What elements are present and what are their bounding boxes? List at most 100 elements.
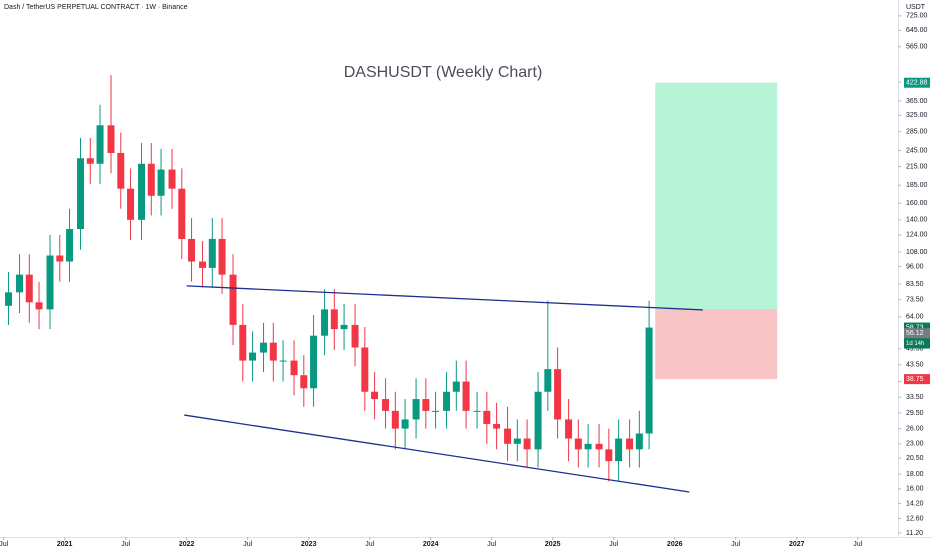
candle-body <box>645 327 653 434</box>
y-tick-label: 565.00 <box>906 44 928 51</box>
price-tag-label: 422.88 <box>906 80 928 87</box>
y-tick-label: 725.00 <box>906 13 928 20</box>
y-tick-label: 43.50 <box>906 362 924 369</box>
candle-body <box>178 188 186 239</box>
candle-body <box>300 375 308 389</box>
symbol-header: Dash / TetherUS PERPETUAL CONTRACT · 1W … <box>4 4 188 11</box>
y-tick-label: 33.50 <box>906 394 924 401</box>
candle-body <box>147 163 155 196</box>
x-tick-label: Jul <box>487 541 496 548</box>
candle-body <box>86 158 94 164</box>
y-tick-label: 96.00 <box>906 263 924 270</box>
y-tick-label: 12.60 <box>906 515 924 522</box>
x-tick-label: 2024 <box>423 541 439 548</box>
candle-body <box>422 399 430 411</box>
candle-body <box>260 342 268 353</box>
candle-body <box>77 158 85 230</box>
candle-body <box>371 391 379 400</box>
x-tick-label: 2025 <box>545 541 561 548</box>
candle-body <box>382 399 390 411</box>
y-tick-label: 365.00 <box>906 98 928 105</box>
y-tick-label: 49.50 <box>906 346 924 353</box>
candle-body <box>218 238 226 275</box>
candle-body <box>534 391 542 450</box>
candle-body <box>504 428 512 444</box>
price-tag-detail: 1d 14h <box>906 341 924 347</box>
price-tag-label: 58.73 <box>906 324 924 331</box>
candle-body <box>391 410 399 429</box>
x-tick-label: Jul <box>0 541 9 548</box>
candle-body <box>208 238 216 268</box>
candle-body <box>138 163 146 220</box>
y-tick-label: 140.00 <box>906 217 928 224</box>
candle-body <box>35 302 43 310</box>
y-tick-label: 160.00 <box>906 200 928 207</box>
candle-body <box>615 438 623 462</box>
candle-body <box>310 335 318 389</box>
candle-body <box>107 125 115 153</box>
unit-label: USDT <box>906 4 926 11</box>
y-tick-label: 124.00 <box>906 232 928 239</box>
x-tick-label: 2027 <box>789 541 805 548</box>
price-tag-label: 56.12 <box>906 330 924 337</box>
x-tick-label: Jul <box>731 541 740 548</box>
candle-body <box>401 419 409 429</box>
candle-body <box>483 410 491 424</box>
candle-body <box>432 410 440 412</box>
y-tick-label: 26.00 <box>906 425 924 432</box>
candle-body <box>321 309 329 336</box>
candle-body <box>452 381 460 392</box>
y-tick-label: 83.50 <box>906 281 924 288</box>
candle-body <box>16 274 24 293</box>
candle-body <box>473 410 481 412</box>
y-tick-label: 245.00 <box>906 147 928 154</box>
candle-body <box>361 347 369 392</box>
y-tick-label: 14.20 <box>906 500 924 507</box>
candle-body <box>66 229 74 262</box>
candle-body <box>574 438 582 450</box>
y-tick-label: 645.00 <box>906 27 928 34</box>
y-tick-label: 29.50 <box>906 410 924 417</box>
candle-body <box>595 443 603 450</box>
candle-body <box>340 324 348 330</box>
x-tick-label: Jul <box>243 541 252 548</box>
candle-body <box>626 438 634 450</box>
candle-body <box>239 324 247 361</box>
candle-body <box>584 443 592 450</box>
candle-body <box>56 255 64 262</box>
y-tick-label: 215.00 <box>906 163 928 170</box>
candle-body <box>412 399 420 420</box>
loss-zone <box>655 309 778 380</box>
price-tag <box>904 77 930 88</box>
chart-title: DASHUSDT (Weekly Chart) <box>344 64 543 81</box>
candle-body <box>157 169 165 196</box>
profit-zone <box>655 82 778 310</box>
y-tick-label: 285.00 <box>906 129 928 136</box>
candle-body <box>351 324 359 348</box>
candle-body <box>554 369 562 420</box>
y-tick-label: 23.00 <box>906 441 924 448</box>
candle-body <box>605 449 613 462</box>
x-tick-label: Jul <box>853 541 862 548</box>
x-tick-label: 2026 <box>667 541 683 548</box>
x-tick-label: 2023 <box>301 541 317 548</box>
candle-body <box>513 438 521 444</box>
x-tick-label: Jul <box>609 541 618 548</box>
y-tick-label: 73.50 <box>906 297 924 304</box>
candle-body <box>544 369 552 392</box>
candle-body <box>279 360 287 362</box>
candle-body <box>96 125 104 164</box>
candle-body <box>46 255 54 310</box>
candle-body <box>127 188 135 220</box>
x-tick-label: Jul <box>365 541 374 548</box>
trendline <box>184 414 690 493</box>
y-tick-label: 64.00 <box>906 314 924 321</box>
trendline <box>186 285 703 311</box>
candle-body <box>462 381 470 411</box>
candle-body <box>199 261 207 268</box>
candle-body <box>117 152 125 189</box>
y-tick-label: 185.00 <box>906 182 928 189</box>
